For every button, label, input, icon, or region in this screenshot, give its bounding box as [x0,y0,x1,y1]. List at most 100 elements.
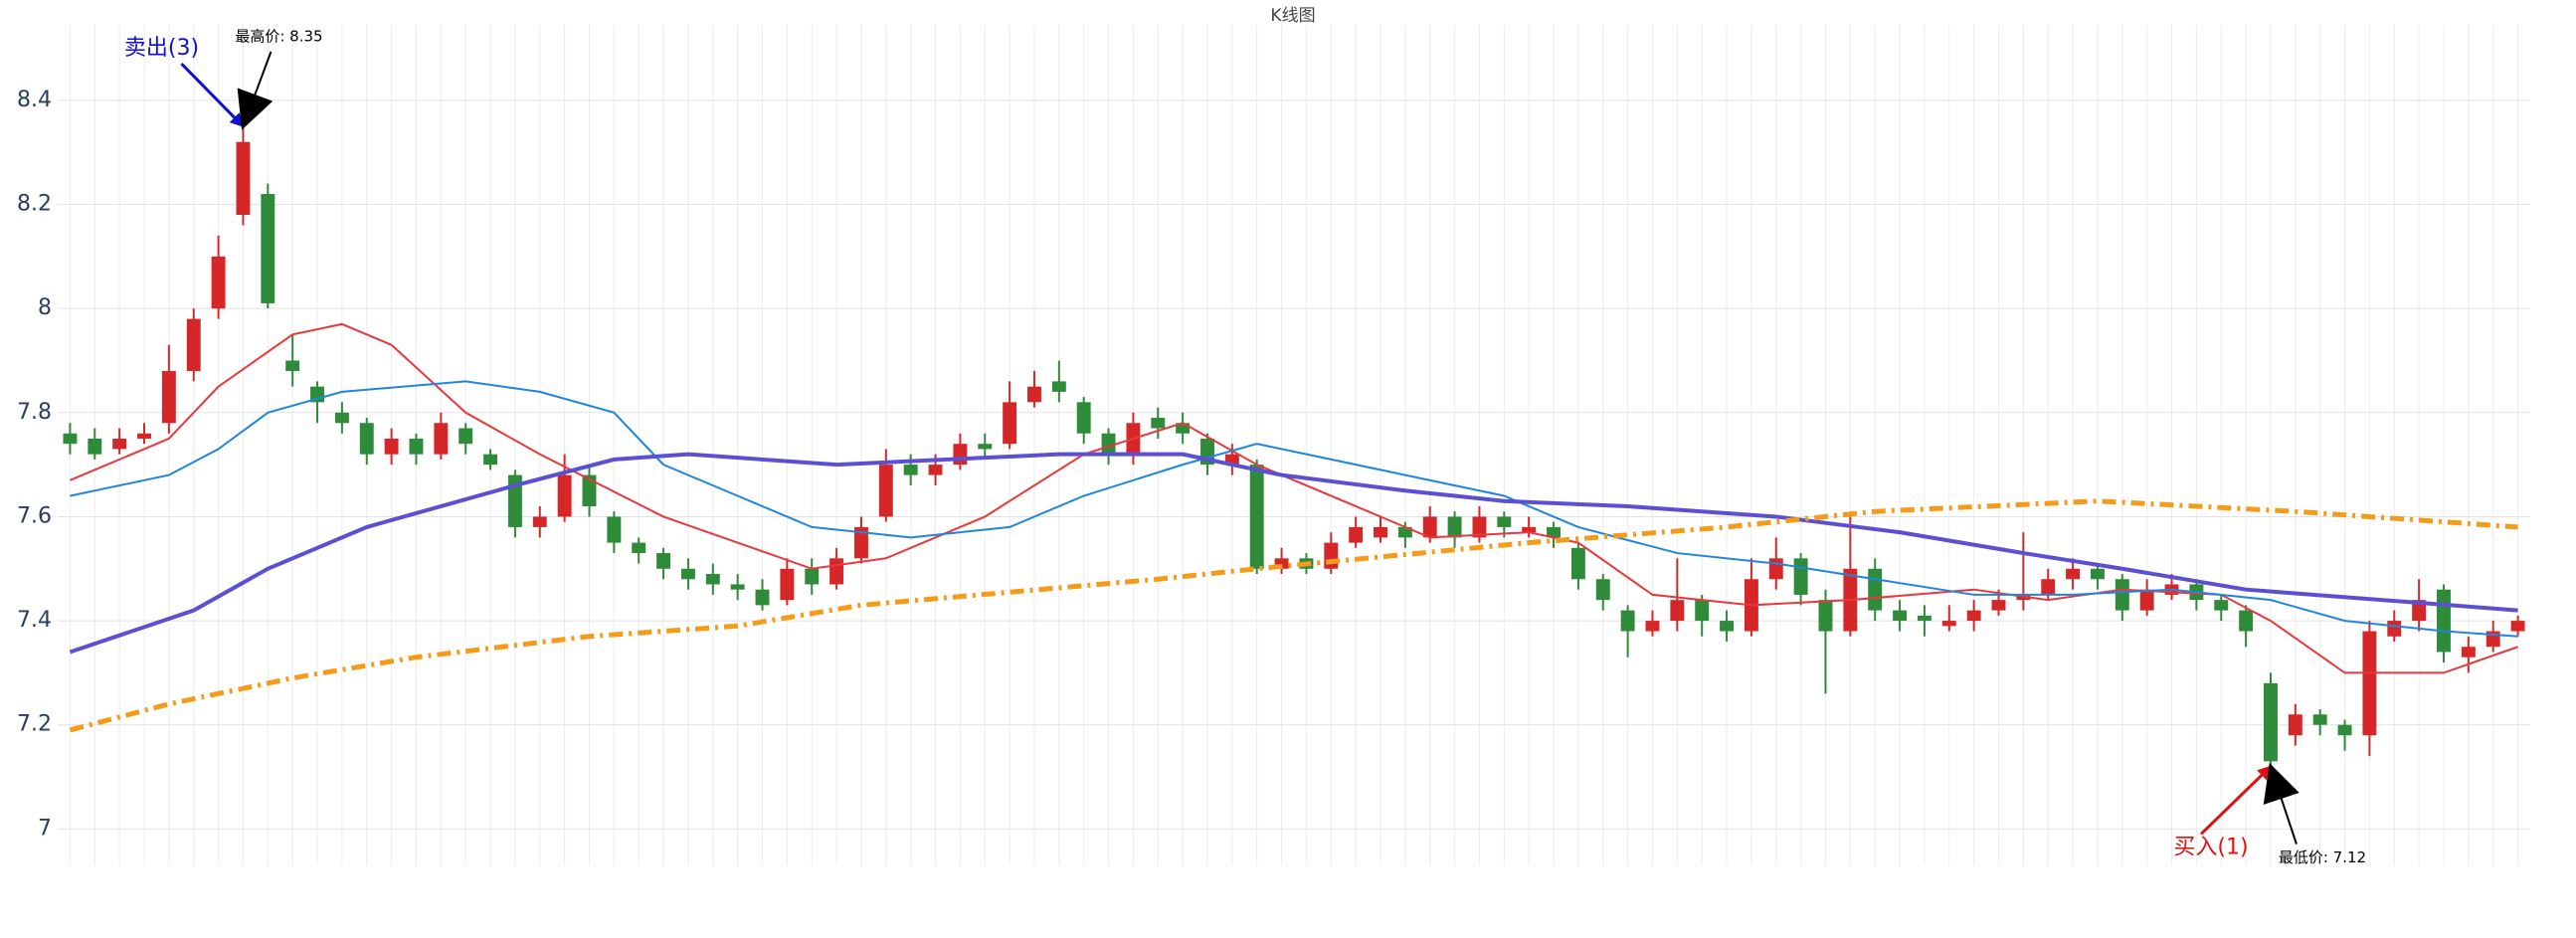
candle-body [705,573,720,585]
candle-body [557,474,572,517]
candle-body [805,568,820,585]
candle-body [63,433,78,445]
annotation-arrow [2199,765,2273,836]
candle-body [2090,568,2105,580]
candle-body [730,584,745,590]
candle-body [1027,386,1041,403]
y-tick-label: 7.4 [17,608,52,633]
candle-body [632,542,646,554]
candle-body [1720,621,1735,632]
candle-body [236,141,251,215]
candle-body [532,516,547,527]
candle-body [1991,600,2006,611]
candle-body [2115,579,2129,611]
candle-body [285,360,300,371]
candle-body [1917,615,1932,622]
ma-line [69,498,2518,733]
y-tick-label: 7.6 [17,503,52,528]
candle-body [1051,381,1066,392]
candle-body [2239,610,2254,632]
y-tick-label: 7.8 [17,400,52,425]
candle-body [1076,402,1091,434]
candle-body [1941,621,1956,627]
candle-body [384,438,399,455]
candle-body [1818,600,1833,632]
annotation-arrow [237,51,274,130]
candle-body [1768,558,1783,580]
candle-body [261,194,276,303]
candle-body [1893,610,1908,622]
annotation-text: 最低价: 7.12 [2279,848,2366,866]
candle-body [2288,714,2302,736]
candle-body [1522,526,1537,533]
candle-body [1397,526,1412,538]
candle-body [2264,682,2278,762]
candle-body [953,444,968,466]
candle-body [656,553,671,569]
candle-body [1793,558,1808,595]
candle-body [2337,724,2352,736]
candle-body [1472,516,1487,538]
candle-body [829,558,844,585]
candle-body [2362,631,2377,736]
candle-body [1570,547,1585,580]
candle-body [1249,465,1264,569]
candle-body [853,526,868,559]
ma-line [69,452,2518,655]
candle-body [1447,516,1462,538]
candle-body [1497,516,1512,527]
candle-body [1324,542,1339,569]
candle-body [1003,402,1017,445]
ma-line [70,380,2518,638]
y-tick-label: 8.2 [17,192,52,217]
y-tick-label: 8 [38,295,52,320]
candle-body [2041,579,2056,595]
candle-body [112,438,127,450]
candle-body [607,516,622,543]
candle-body [680,568,695,580]
candle-body [88,438,102,455]
annotation-arrow [180,62,245,128]
candle-body [1595,579,1610,601]
annotation-text: 卖出(3) [124,36,199,61]
y-tick-label: 8.4 [17,88,52,112]
candle-body [878,465,893,517]
candle-body [459,428,473,445]
candle-body [2214,600,2229,611]
annotation-arrow [2263,762,2300,844]
candle-body [186,318,201,371]
candle-body [1966,610,1981,622]
candle-body [334,412,349,424]
candle-body [1868,568,1883,611]
annotation-text: 最高价: 8.35 [235,28,322,46]
y-tick-label: 7.2 [17,712,52,737]
candle-body [2461,647,2476,657]
y-tick-label: 7 [38,816,52,841]
candle-body [1547,526,1561,538]
candle-body [211,256,226,309]
candle-body [2312,714,2327,725]
candle-body [1151,418,1166,429]
candle-body [1101,433,1116,455]
candle-body [434,423,449,455]
candle-body [1620,610,1635,632]
candle-body [1670,600,1685,622]
candle-body [2066,568,2081,580]
candle-body [2387,621,2402,637]
candle-body [903,465,918,475]
candle-body [1374,526,1387,538]
candle-body [1176,423,1191,434]
candle-body [1274,558,1289,569]
candle-body [2437,589,2451,653]
candle-body [137,433,151,439]
candle-body [2412,600,2427,622]
candle-body [409,438,424,455]
candle-body [2139,589,2154,611]
candle-body [2510,621,2525,632]
candle-body [1422,516,1437,538]
chart-title: K线图 [1270,6,1315,26]
candle-body [1349,526,1364,543]
candle-body [582,474,597,506]
candle-body [755,589,770,606]
